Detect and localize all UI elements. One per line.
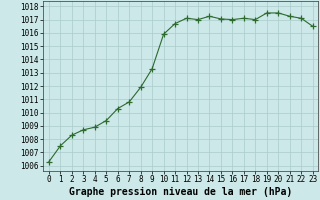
X-axis label: Graphe pression niveau de la mer (hPa): Graphe pression niveau de la mer (hPa): [69, 187, 292, 197]
